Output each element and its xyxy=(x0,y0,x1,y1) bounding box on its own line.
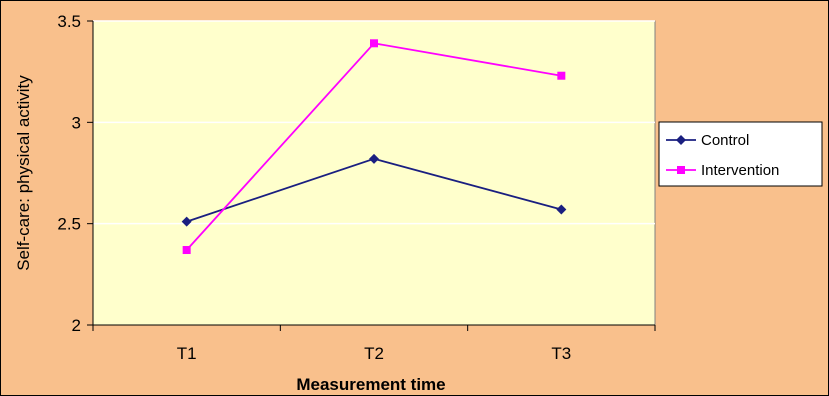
intervention-legend-label: Intervention xyxy=(701,162,779,179)
legend: Control Intervention xyxy=(658,121,823,187)
legend-box xyxy=(658,121,823,187)
intervention-legend-marker xyxy=(677,166,685,174)
plot-area xyxy=(92,20,656,326)
control-data-point xyxy=(556,204,567,215)
axes: 2 2.5 3 3.5 T1 T2 T3 xyxy=(57,12,656,363)
control-data-point xyxy=(369,153,379,164)
control-data-point xyxy=(181,216,192,227)
y-tick-label: 2 xyxy=(72,316,81,335)
control-legend-marker xyxy=(676,135,686,145)
x-tick-label: T3 xyxy=(551,344,571,363)
x-tick-label: T2 xyxy=(364,344,384,363)
x-axis-title: Measurement time xyxy=(296,375,445,394)
control-legend-label: Control xyxy=(701,132,749,149)
y-tick-label: 3 xyxy=(72,113,81,132)
intervention-data-point xyxy=(557,71,566,80)
x-tick-label: T1 xyxy=(177,344,197,363)
intervention-data-point xyxy=(182,246,191,255)
intervention-data-point xyxy=(370,39,378,48)
y-tick-label: 3.5 xyxy=(57,12,81,31)
y-axis-title: Self-care: physical activity xyxy=(14,75,33,271)
y-tick-label: 2.5 xyxy=(57,215,81,234)
series xyxy=(181,39,567,255)
